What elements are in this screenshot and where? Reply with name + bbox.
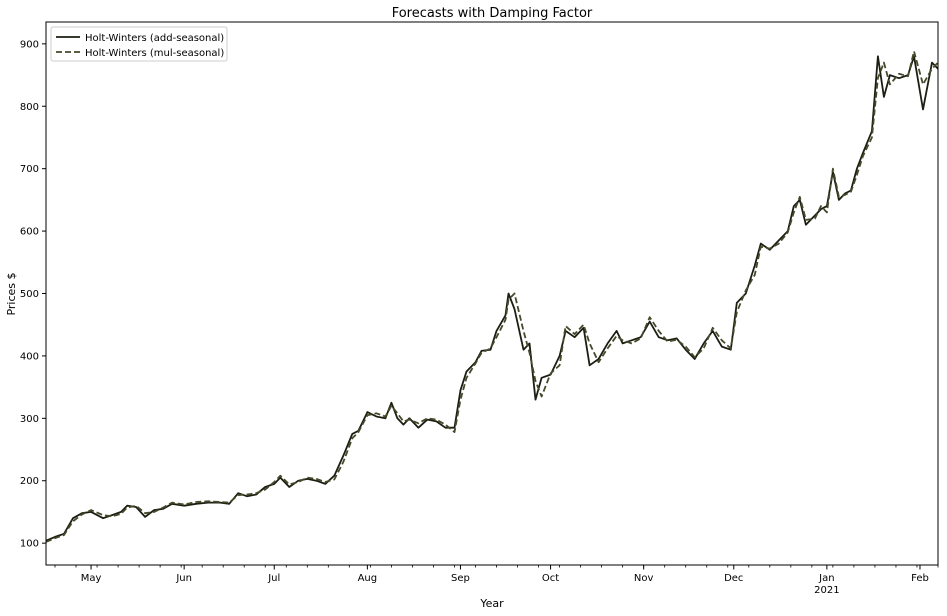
x-tick-label: Jun <box>175 573 192 584</box>
x-tick-label: Jul <box>267 573 280 584</box>
x-tick-label: Nov <box>634 573 654 584</box>
x-axis-title: Year <box>479 597 504 610</box>
y-tick-label: 500 <box>20 289 39 300</box>
y-tick-label: 600 <box>20 227 39 238</box>
legend-box <box>50 26 228 62</box>
x-tick-label: Feb <box>911 573 929 584</box>
y-tick-label: 900 <box>20 39 39 50</box>
y-tick-label: 200 <box>20 476 39 487</box>
series-line-mul-seasonal <box>45 50 939 543</box>
x-tick-label: Aug <box>358 573 378 584</box>
y-tick-label: 400 <box>20 351 39 362</box>
legend: Holt-Winters (add-seasonal) Holt-Winters… <box>50 26 228 62</box>
chart-title: Forecasts with Damping Factor <box>392 6 593 21</box>
x-tick-label: Dec <box>724 573 743 584</box>
series-line-add-seasonal <box>45 55 939 542</box>
plot-frame <box>45 21 939 566</box>
legend-label-mul-seasonal: Holt-Winters (mul-seasonal) <box>85 48 224 59</box>
y-tick-label: 700 <box>20 164 39 175</box>
y-tick-label: 800 <box>20 102 39 113</box>
legend-label-add-seasonal: Holt-Winters (add-seasonal) <box>85 33 224 44</box>
y-axis-title: Prices $ <box>5 272 18 315</box>
y-tick-label: 300 <box>20 414 39 425</box>
x-tick-label: Sep <box>451 573 470 584</box>
y-tick-label: 100 <box>20 539 39 550</box>
y-axis: 100 200 300 400 500 600 700 800 900 <box>20 39 46 550</box>
x-tick-label: May <box>81 573 102 584</box>
x-tick-label: Oct <box>542 573 559 584</box>
plot-area <box>45 50 939 543</box>
x-tick-label: Jan <box>818 573 834 584</box>
x-tick-sublabel: 2021 <box>814 585 839 596</box>
